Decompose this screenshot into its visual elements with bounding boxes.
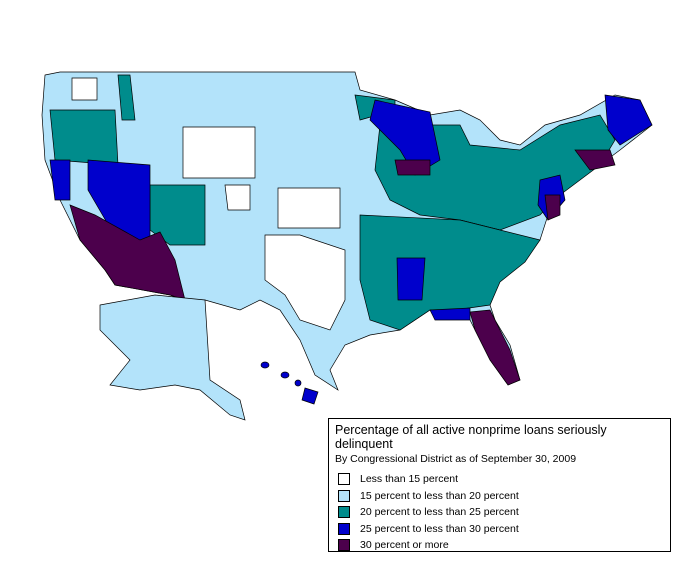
legend-swatch (338, 489, 350, 502)
legend-item: 15 percent to less than 20 percent (335, 488, 664, 505)
legend-swatch (338, 506, 350, 519)
districts-under-15 (71, 77, 346, 331)
map-legend: Percentage of all active nonprime loans … (328, 418, 671, 552)
legend-swatch (338, 473, 350, 486)
alaska (99, 294, 246, 421)
hawaii (260, 361, 319, 405)
legend-item: 25 percent to less than 30 percent (335, 521, 664, 538)
districts-25-30 (49, 94, 653, 321)
legend-label: 15 percent to less than 20 percent (360, 489, 519, 502)
legend-swatch (338, 539, 350, 552)
legend-label: Less than 15 percent (360, 473, 459, 486)
legend-item: 30 percent or more (335, 537, 664, 554)
legend-title: Percentage of all active nonprime loans … (335, 423, 607, 451)
legend-subtitle: By Congressional District as of Septembe… (335, 453, 577, 465)
legend-item: Less than 15 percent (335, 471, 664, 488)
legend-label: 20 percent to less than 25 percent (360, 506, 519, 519)
legend-label: 30 percent or more (360, 539, 449, 552)
legend-item: 20 percent to less than 25 percent (335, 504, 664, 521)
legend-swatch (338, 522, 350, 535)
districts-30-plus (69, 149, 616, 386)
legend-label: 25 percent to less than 30 percent (360, 522, 519, 535)
